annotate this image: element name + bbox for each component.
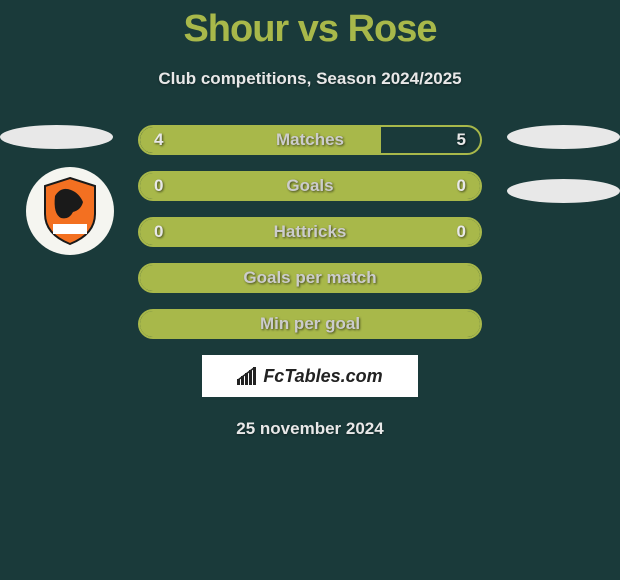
brand-text: FcTables.com (263, 366, 382, 387)
footer-date: 25 november 2024 (0, 419, 620, 439)
stat-row: 0Goals0 (138, 171, 482, 201)
club-badge-left (26, 167, 114, 255)
stat-row: Goals per match (138, 263, 482, 293)
stat-value-right: 0 (457, 222, 466, 242)
club-badge-placeholder (507, 179, 620, 203)
stat-label: Min per goal (140, 314, 480, 334)
brand-label: FcTables.com (237, 366, 382, 387)
comparison-panel: 4Matches50Goals00Hattricks0Goals per mat… (0, 125, 620, 439)
stat-value-right: 5 (457, 130, 466, 150)
stat-row: 4Matches5 (138, 125, 482, 155)
stat-row: Min per goal (138, 309, 482, 339)
stat-label: Goals (140, 176, 480, 196)
player-photo-placeholder (0, 125, 113, 149)
subtitle: Club competitions, Season 2024/2025 (0, 69, 620, 89)
stat-bars: 4Matches50Goals00Hattricks0Goals per mat… (138, 125, 482, 339)
shield-icon (41, 176, 99, 246)
stat-row: 0Hattricks0 (138, 217, 482, 247)
brand-box[interactable]: FcTables.com (202, 355, 418, 397)
stat-label: Hattricks (140, 222, 480, 242)
stat-label: Goals per match (140, 268, 480, 288)
page-title: Shour vs Rose (0, 0, 620, 51)
player-photo-placeholder (507, 125, 620, 149)
stat-value-right: 0 (457, 176, 466, 196)
bar-chart-icon (237, 367, 259, 385)
right-placeholder-column (507, 125, 620, 233)
stat-label: Matches (140, 130, 480, 150)
left-placeholder-column (0, 125, 113, 179)
